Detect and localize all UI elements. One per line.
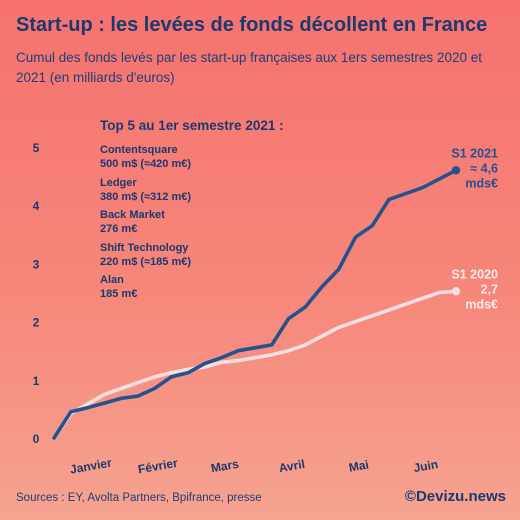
y-tick-label: 5 bbox=[33, 141, 40, 155]
series-end-point bbox=[451, 287, 461, 296]
source-note: Sources : EY, Avolta Partners, Bpifrance… bbox=[16, 492, 262, 504]
top5-item: Back Market 276 m€ bbox=[100, 208, 330, 236]
top5-item-amount: 380 m$ (≈312 m€) bbox=[100, 190, 192, 203]
top5-item-amount: 276 m€ bbox=[100, 223, 138, 235]
series-end-point bbox=[451, 166, 461, 175]
x-tick-label: Mai bbox=[348, 457, 370, 474]
top5-item: Alan 185 m€ bbox=[100, 273, 330, 301]
y-tick-label: 0 bbox=[33, 432, 40, 446]
top5-item-name: Alan bbox=[100, 274, 124, 286]
y-tick-label: 2 bbox=[33, 316, 40, 330]
top5-item-amount: 185 m€ bbox=[100, 288, 138, 300]
series-end-label: ≈ 4,6 bbox=[470, 161, 498, 175]
y-tick-label: 1 bbox=[33, 374, 40, 388]
series-end-label: S1 2020 bbox=[451, 267, 498, 281]
x-tick-label: Janvier bbox=[69, 455, 113, 476]
top5-title: Top 5 au 1er semestre 2021 : bbox=[100, 118, 284, 133]
top5-item-name: Back Market bbox=[100, 209, 165, 221]
x-tick-label: Juin bbox=[412, 457, 439, 475]
series-end-label: 2,7 bbox=[481, 282, 498, 296]
page-subtitle: Cumul des fonds levés par les start-up f… bbox=[16, 50, 482, 85]
series-line bbox=[52, 289, 458, 440]
top5-item-name: Shift Technology bbox=[100, 241, 189, 254]
x-tick-label: Mars bbox=[210, 457, 240, 476]
top5-panel: Top 5 au 1er semestre 2021 : Contentsqua… bbox=[100, 118, 330, 306]
series-end-label: S1 2021 bbox=[451, 146, 498, 160]
top5-item-amount: 500 m$ (≈420 m€) bbox=[100, 158, 192, 170]
series-end-label: mds€ bbox=[465, 176, 498, 190]
top5-item-name: Ledger bbox=[100, 176, 137, 189]
top5-item: Contentsquare 500 m$ (≈420 m€) bbox=[100, 143, 330, 171]
top5-item-name: Contentsquare bbox=[100, 144, 178, 156]
series-line bbox=[52, 168, 458, 440]
top5-item: Ledger 380 m$ (≈312 m€) bbox=[100, 176, 330, 204]
y-tick-label: 4 bbox=[33, 199, 40, 213]
top5-item-amount: 220 m$ (≈185 m€) bbox=[100, 255, 192, 268]
page-title: Start-up : les levées de fonds décollent… bbox=[16, 14, 488, 36]
x-tick-label: Février bbox=[137, 456, 179, 477]
x-tick-label: Avril bbox=[278, 457, 306, 475]
top5-item: Shift Technology 220 m$ (≈185 m€) bbox=[100, 241, 330, 269]
y-tick-label: 3 bbox=[33, 257, 40, 271]
series-end-label: mds€ bbox=[465, 297, 498, 311]
brand-credit: ©Devizu.news bbox=[404, 488, 506, 505]
